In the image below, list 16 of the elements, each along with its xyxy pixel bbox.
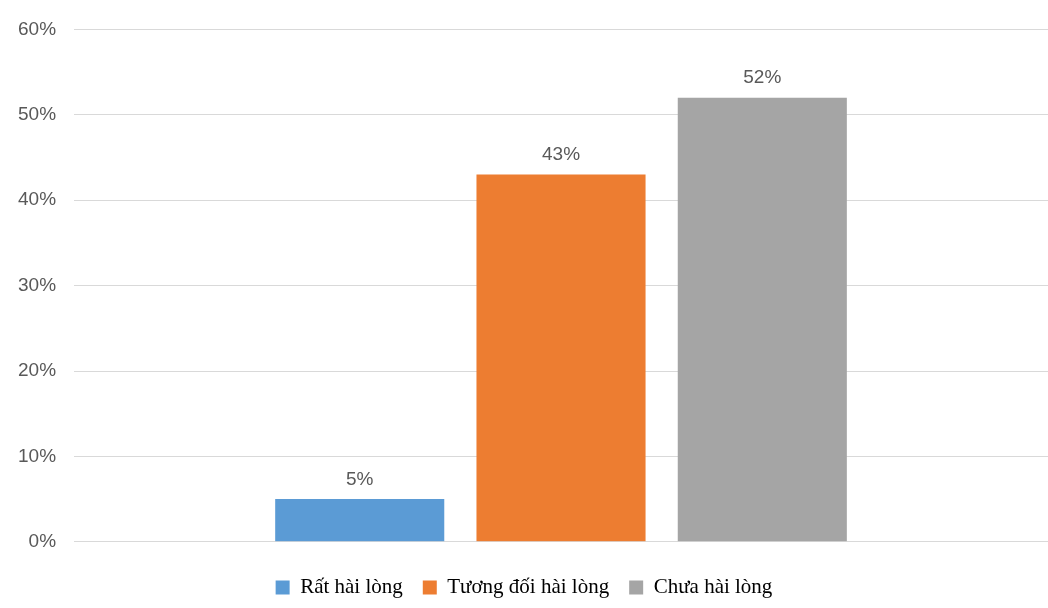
bar — [677, 97, 847, 542]
y-tick-label: 0% — [28, 530, 57, 552]
y-tick-label: 40% — [18, 188, 57, 210]
y-tick-label: 20% — [18, 359, 57, 381]
y-tick-label: 50% — [18, 103, 57, 125]
bar — [275, 499, 445, 542]
data-label: 5% — [345, 467, 374, 489]
data-label: 43% — [542, 143, 581, 165]
bar — [476, 174, 646, 542]
legend-label: Rất hài lòng — [300, 574, 404, 599]
legend-label: Tương đối hài lòng — [447, 574, 610, 599]
y-tick-label: 10% — [18, 444, 57, 466]
y-tick-label: 30% — [18, 273, 57, 295]
data-label: 52% — [743, 66, 782, 88]
legend-label: Chưa hài lòng — [653, 574, 773, 599]
y-tick-label: 60% — [18, 17, 57, 39]
